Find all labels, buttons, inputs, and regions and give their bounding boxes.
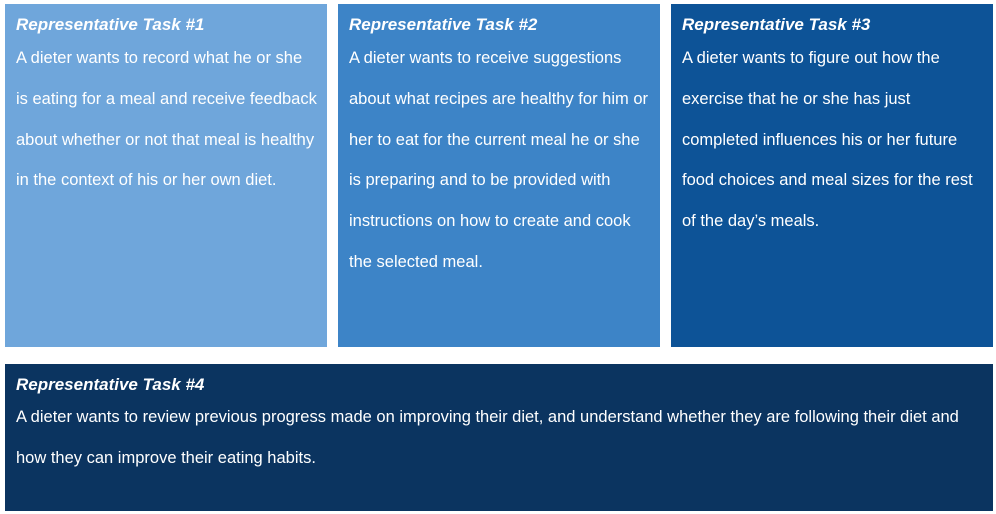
task-card-1: Representative Task #1 A dieter wants to… [5, 4, 327, 347]
task-card-3: Representative Task #3 A dieter wants to… [671, 4, 993, 347]
task-card-2: Representative Task #2 A dieter wants to… [338, 4, 660, 347]
task-description: A dieter wants to receive suggestions ab… [349, 49, 648, 271]
task-title: Representative Task #1 [16, 15, 205, 34]
task-description: A dieter wants to record what he or she … [16, 49, 317, 190]
task-description: A dieter wants to review previous progre… [16, 408, 959, 467]
task-title: Representative Task #2 [349, 15, 538, 34]
task-title: Representative Task #4 [16, 375, 205, 394]
task-title: Representative Task #3 [682, 15, 871, 34]
task-description: A dieter wants to figure out how the exe… [682, 49, 973, 231]
task-card-4: Representative Task #4 A dieter wants to… [5, 364, 993, 511]
